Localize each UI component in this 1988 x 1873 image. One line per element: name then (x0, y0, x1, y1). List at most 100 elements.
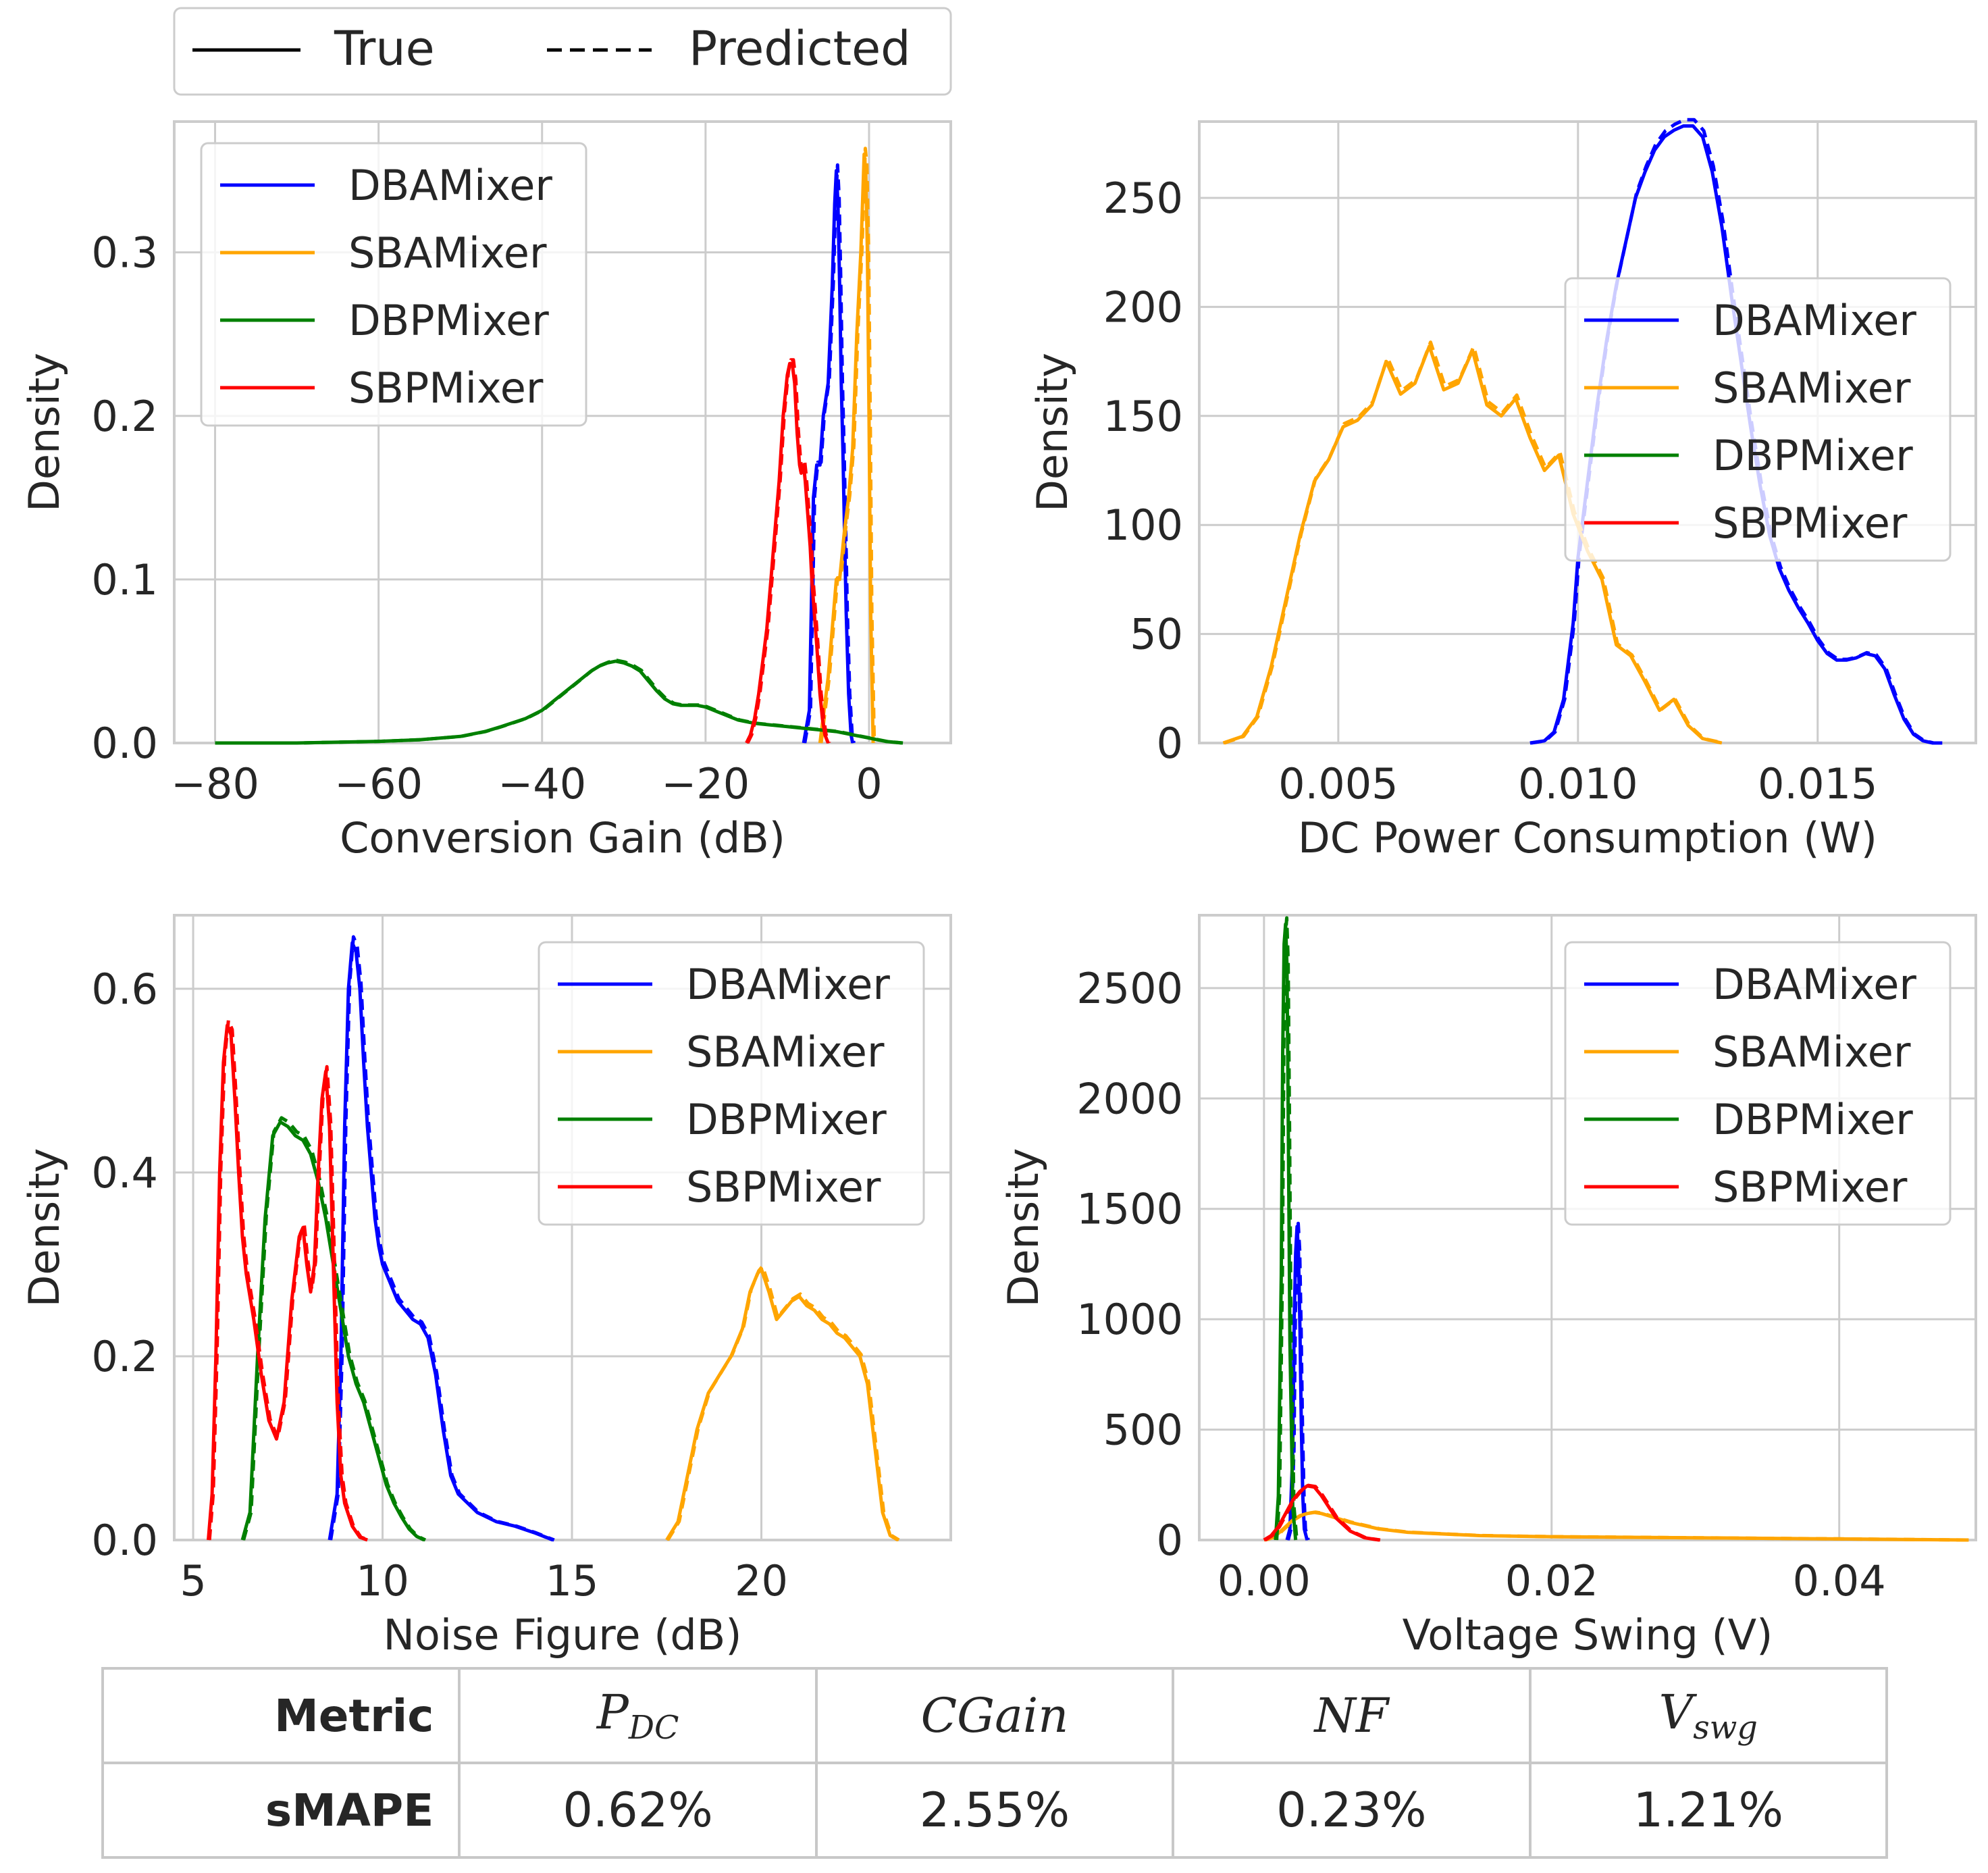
x-tick-label: 15 (546, 1556, 599, 1606)
plot-frame (1198, 120, 1977, 744)
y-tick-label: 0.0 (91, 719, 158, 768)
series-line-true-DBAMixer (328, 941, 554, 1542)
metric-header-vswg: Vswg (1528, 1667, 1889, 1764)
y-tick-label: 0 (1157, 1516, 1183, 1565)
plot-frame (1198, 914, 1977, 1541)
y-tick-label: 0.4 (91, 1148, 158, 1198)
legend-frame (200, 142, 587, 427)
series-legend: DBAMixer SBAMixer DBPMixer SBPMixer (200, 142, 587, 427)
legend-entry-DBPMixer: DBPMixer (1712, 1095, 1913, 1144)
plot-frame (173, 120, 952, 744)
series-line-predicted-SBAMixer (819, 147, 877, 744)
metric-header-cgain: CGain (814, 1667, 1175, 1764)
series-line-predicted-SBPMixer (1264, 1483, 1381, 1542)
y-tick-label: 150 (1103, 392, 1183, 441)
x-tick-label: −20 (661, 759, 750, 809)
figure-legend: True Predicted (173, 7, 952, 96)
y-axis-label: Density (20, 353, 69, 512)
series-line-predicted-SBPMixer (746, 358, 831, 744)
y-tick-label: 250 (1103, 174, 1183, 223)
y-tick-label: 50 (1130, 610, 1183, 659)
series-line-predicted-SBPMixer (207, 1019, 369, 1542)
y-axis-label: Density (999, 1148, 1048, 1308)
legend-frame (538, 941, 925, 1226)
x-tick-label: 10 (356, 1556, 409, 1606)
legend-entry-DBPMixer: DBPMixer (686, 1095, 887, 1144)
x-tick-label: 0 (856, 759, 882, 809)
legend-entry-DBAMixer: DBAMixer (1712, 960, 1916, 1009)
legend-entry-DBAMixer: DBAMixer (686, 960, 890, 1009)
x-tick-label: 0.010 (1518, 759, 1638, 809)
chart-panel-2: 0.005 0.010 0.015 0 50 100 150 200 250 DC Power C… (1028, 118, 1977, 863)
smape-cgain-value: 2.55% (814, 1762, 1175, 1859)
series-legend: DBAMixer SBAMixer DBPMixer SBPMixer (1564, 277, 1952, 562)
legend-entry-DBPMixer: DBPMixer (348, 296, 549, 345)
metrics-table: Metric PDC CGain NF Vswg sMAPE 0.62% 2.5… (101, 1667, 1889, 1859)
figure-legend-frame (173, 7, 952, 96)
y-tick-label: 1000 (1076, 1295, 1183, 1344)
y-tick-label: 0.1 (91, 555, 158, 605)
x-tick-label: 0.00 (1218, 1556, 1311, 1606)
series-legend: DBAMixer SBAMixer DBPMixer SBPMixer (538, 941, 925, 1226)
y-axis-label: Density (1028, 353, 1077, 512)
x-tick-label: 20 (735, 1556, 788, 1606)
smape-nf-value: 0.23% (1172, 1762, 1532, 1859)
x-tick-label: −60 (334, 759, 423, 809)
chart-panel-3: 5 10 15 20 0.0 0.2 0.4 0.6 Noise Figure (dB) Dens… (20, 914, 952, 1660)
y-tick-label: 0.0 (91, 1516, 158, 1565)
legend-entry-SBPMixer: SBPMixer (1712, 498, 1908, 548)
series-line-predicted-SBAMixer (1264, 1510, 1970, 1542)
legend-entry-SBAMixer: SBAMixer (686, 1027, 885, 1077)
smape-row-label: sMAPE (101, 1762, 461, 1859)
metric-header-pdc: PDC (458, 1667, 818, 1764)
series-line-predicted-SBAMixer (1224, 340, 1724, 745)
x-tick-label: −80 (171, 759, 259, 809)
x-axis-label: Voltage Swing (V) (1403, 1610, 1773, 1660)
legend-entry-SBPMixer: SBPMixer (686, 1162, 881, 1212)
series-line-predicted-DBPMixer (1275, 916, 1299, 1541)
plot-frame (173, 914, 952, 1541)
y-tick-label: 0.2 (91, 1332, 158, 1381)
legend-frame (1564, 941, 1952, 1226)
series-line-predicted-DBAMixer (329, 935, 555, 1542)
x-tick-label: 0.015 (1758, 759, 1878, 809)
x-axis-label: Noise Figure (dB) (384, 1610, 742, 1660)
x-tick-label: 5 (180, 1556, 206, 1606)
y-tick-label: 0.6 (91, 965, 158, 1014)
y-tick-label: 200 (1103, 282, 1183, 332)
predicted-label: Predicted (689, 21, 911, 76)
x-axis-label: Conversion Gain (dB) (340, 813, 785, 863)
series-line-predicted-DBPMixer (216, 659, 904, 745)
legend-entry-SBPMixer: SBPMixer (348, 363, 544, 413)
series-line-predicted-SBAMixer (666, 1264, 900, 1542)
legend-entry-DBAMixer: DBAMixer (348, 161, 552, 210)
y-tick-label: 2000 (1076, 1074, 1183, 1123)
y-tick-label: 1500 (1076, 1185, 1183, 1234)
series-legend: DBAMixer SBAMixer DBPMixer SBPMixer (1564, 941, 1952, 1226)
true-label: True (334, 21, 435, 76)
y-tick-label: 100 (1103, 501, 1183, 550)
y-tick-label: 0.2 (91, 392, 158, 441)
legend-entry-DBPMixer: DBPMixer (1712, 431, 1913, 480)
y-tick-label: 0 (1157, 719, 1183, 768)
x-tick-label: −40 (498, 759, 586, 809)
table-row: sMAPE 0.62% 2.55% 0.23% 1.21% (101, 1762, 1889, 1859)
table-row: Metric PDC CGain NF Vswg (101, 1667, 1889, 1764)
x-axis-label: DC Power Consumption (W) (1298, 813, 1877, 863)
legend-entry-SBPMixer: SBPMixer (1712, 1162, 1908, 1212)
x-tick-label: 0.02 (1505, 1556, 1598, 1606)
y-tick-label: 500 (1103, 1406, 1183, 1455)
y-axis-label: Density (20, 1148, 69, 1308)
chart-panel-4: 0.00 0.02 0.04 0 500 1000 1500 2000 2500 Voltage … (999, 914, 1977, 1660)
legend-entry-SBAMixer: SBAMixer (1712, 1027, 1911, 1077)
y-tick-label: 0.3 (91, 228, 158, 278)
legend-entry-SBAMixer: SBAMixer (348, 228, 547, 278)
legend-entry-DBAMixer: DBAMixer (1712, 296, 1916, 345)
metric-row-label: Metric (101, 1667, 461, 1764)
series-line-true-SBPMixer (745, 361, 830, 744)
legend-entry-SBAMixer: SBAMixer (1712, 363, 1911, 413)
chart-panel-1: −80 −60 −40 −20 0 0.0 0.1 0.2 0.3 Conversion Gain… (20, 120, 952, 863)
smape-vswg-value: 1.21% (1528, 1762, 1889, 1859)
series-line-true-DBPMixer (215, 659, 902, 745)
